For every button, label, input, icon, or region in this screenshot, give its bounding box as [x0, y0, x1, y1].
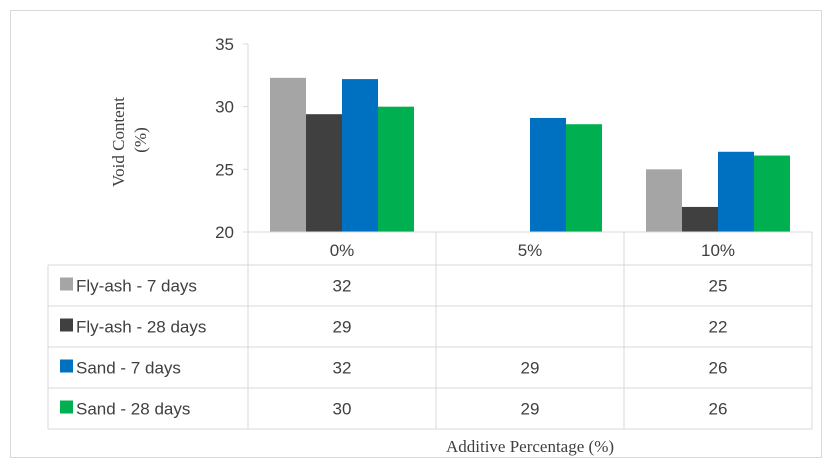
- y-axis-label-line-1: Void Content: [109, 97, 128, 187]
- bar: [566, 124, 602, 232]
- y-axis-label-line-2: (%): [131, 127, 150, 152]
- x-category-label: 0%: [330, 241, 355, 260]
- bar: [306, 114, 342, 232]
- bars-layer: [270, 77, 790, 233]
- data-table-value: 22: [709, 318, 728, 337]
- bar: [378, 106, 414, 232]
- data-table-value: 25: [709, 277, 728, 296]
- data-table-value: 30: [333, 400, 352, 419]
- y-tick-label: 30: [215, 98, 234, 117]
- legend-swatch: [60, 359, 73, 373]
- bar: [718, 151, 754, 232]
- data-table-value: 26: [709, 359, 728, 378]
- bar: [270, 77, 306, 232]
- chart-frame: [10, 10, 822, 458]
- bar: [342, 79, 378, 233]
- legend-swatch: [60, 400, 73, 414]
- legend-label: Fly-ash - 28 days: [76, 318, 206, 337]
- data-table-value: 32: [333, 277, 352, 296]
- data-table-value: 29: [521, 359, 540, 378]
- bar: [682, 206, 718, 232]
- data-table: 0% 5% 10% Fly-ash - 7 days 32 25 Fly-ash - 28 …: [47, 231, 813, 430]
- data-table-value: 29: [521, 400, 540, 419]
- legend-label: Fly-ash - 7 days: [76, 277, 197, 296]
- data-table-value: 32: [333, 359, 352, 378]
- x-category-label: 10%: [701, 241, 735, 260]
- bar: [646, 169, 682, 232]
- axes-layer: 20 25 30 35: [215, 35, 249, 242]
- legend-swatch: [60, 318, 73, 332]
- y-tick-label: 25: [215, 160, 234, 179]
- x-axis-label: Additive Percentage (%): [446, 437, 614, 456]
- y-tick-label: 35: [215, 35, 234, 54]
- y-tick-label: 20: [215, 223, 234, 242]
- legend-label: Sand - 28 days: [76, 400, 190, 419]
- bar: [530, 117, 566, 232]
- data-table-value: 29: [333, 318, 352, 337]
- x-category-label: 5%: [518, 241, 543, 260]
- data-table-value: 26: [709, 400, 728, 419]
- legend-label: Sand - 7 days: [76, 359, 181, 378]
- bar: [754, 155, 790, 232]
- legend-swatch: [60, 277, 73, 291]
